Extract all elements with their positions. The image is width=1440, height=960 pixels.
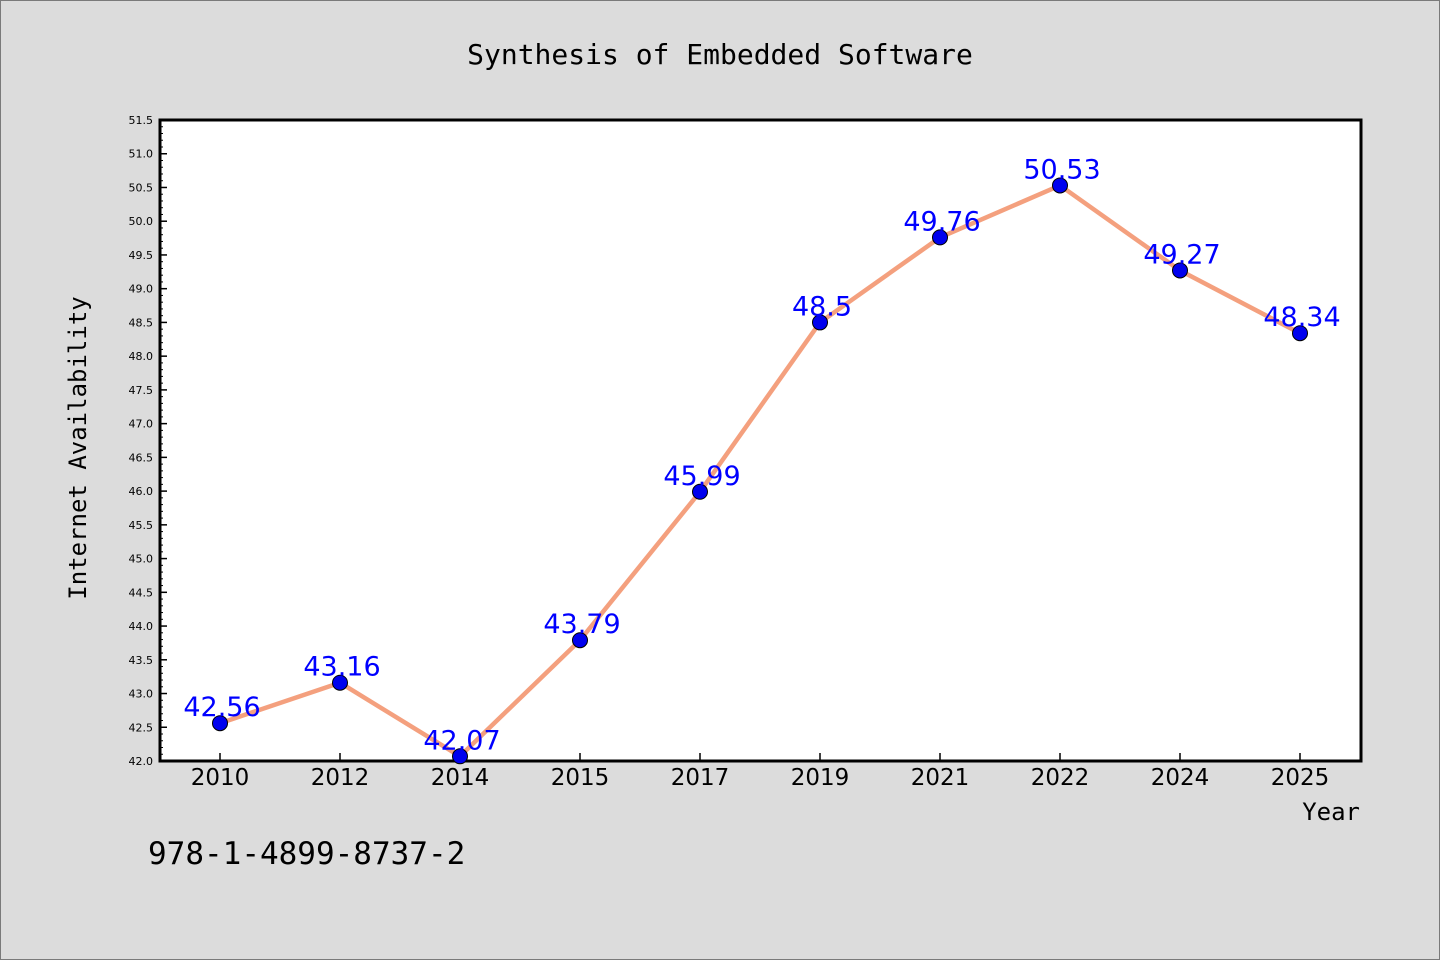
data-point — [1172, 262, 1188, 279]
x-axis: 2010 2012 2014 2015 2017 2019 2021 2022 2024 2025 — [191, 753, 1330, 791]
y-axis-label: Internet Availability — [64, 296, 92, 599]
y-tick-label: 46.5 — [129, 451, 154, 464]
y-tick-label: 50.0 — [129, 215, 154, 228]
y-tick-label: 49.0 — [129, 283, 154, 296]
y-tick-label: 42.5 — [129, 721, 154, 734]
x-tick-label: 2010 — [191, 765, 250, 791]
x-tick-label: 2024 — [1151, 765, 1210, 791]
y-tick-label: 49.5 — [129, 249, 154, 262]
chart-title: Synthesis of Embedded Software — [467, 38, 973, 71]
y-tick-label: 45.5 — [129, 519, 154, 532]
y-tick-label: 42.0 — [129, 755, 154, 768]
data-point — [812, 314, 828, 331]
x-tick-label: 2021 — [911, 765, 970, 791]
x-tick-label: 2014 — [431, 765, 490, 791]
plot-area — [158, 118, 1363, 763]
y-tick-label: 44.0 — [129, 620, 154, 633]
data-point — [572, 632, 588, 649]
x-axis-label: Year — [1302, 798, 1360, 826]
data-label: 42.56 — [183, 692, 260, 723]
data-point — [1292, 325, 1308, 342]
data-point — [212, 715, 228, 732]
y-tick-label: 44.5 — [129, 586, 154, 599]
y-tick-label: 47.5 — [129, 384, 154, 397]
x-tick-label: 2022 — [1031, 765, 1090, 791]
data-label: 42.07 — [423, 725, 500, 756]
y-tick-label: 45.0 — [129, 553, 154, 566]
data-point — [1052, 177, 1068, 194]
isbn-footnote: 978-1-4899-8737-2 — [148, 836, 465, 872]
data-label: 49.27 — [1143, 239, 1220, 270]
data-point — [932, 229, 948, 246]
data-label: 49.76 — [903, 206, 980, 237]
data-label: 43.16 — [303, 652, 380, 683]
data-label: 48.5 — [792, 291, 852, 322]
y-tick-label: 51.0 — [129, 148, 154, 161]
y-tick-label: 48.5 — [129, 316, 154, 329]
data-point — [692, 483, 708, 500]
data-label: 50.53 — [1023, 154, 1100, 185]
y-tick-label: 51.5 — [129, 114, 154, 127]
data-point — [332, 674, 348, 691]
data-label: 43.79 — [543, 609, 620, 640]
x-tick-label: 2019 — [791, 765, 850, 791]
y-axis: 42.0 42.5 43.0 43.5 44.0 44.5 45.0 45.5 46.0 46.5… — [129, 114, 167, 768]
y-tick-label: 43.5 — [129, 654, 154, 667]
x-tick-label: 2015 — [551, 765, 610, 791]
y-tick-label: 47.0 — [129, 418, 154, 431]
data-point — [452, 748, 468, 765]
data-label: 48.34 — [1263, 302, 1340, 333]
y-tick-label: 50.5 — [129, 181, 154, 194]
y-tick-label: 48.0 — [129, 350, 154, 363]
x-tick-label: 2012 — [311, 765, 370, 791]
x-tick-label: 2017 — [671, 765, 730, 791]
y-tick-label: 43.0 — [129, 688, 154, 701]
series-line — [217, 183, 1303, 759]
x-tick-label: 2025 — [1271, 765, 1330, 791]
data-label: 45.99 — [663, 461, 740, 492]
series-layer: 42.56 43.16 42.07 43.79 45.99 48.5 49.76 50.53 4… — [183, 154, 1341, 765]
y-tick-label: 46.0 — [129, 485, 154, 498]
